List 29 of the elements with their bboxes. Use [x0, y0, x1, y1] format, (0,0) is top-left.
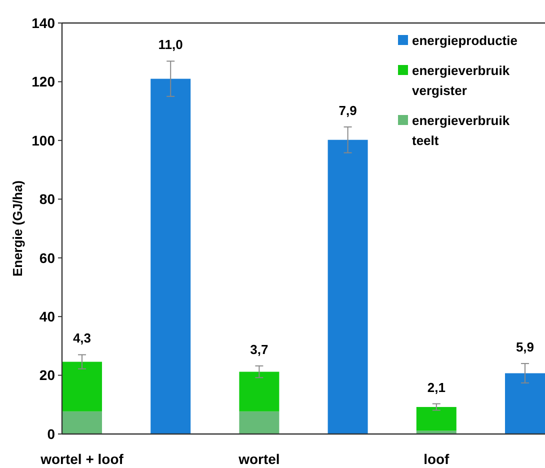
x-tick-label: loof: [424, 451, 450, 467]
bar: [505, 373, 545, 434]
legend-label: energieverbruik teelt: [412, 113, 510, 148]
bar: [416, 406, 456, 431]
legend-label: energieproductie: [412, 33, 518, 48]
y-tick-label: 80: [39, 191, 56, 208]
annotation: 4,3: [72, 330, 92, 346]
annotation: 3,7: [250, 342, 268, 357]
annotation: 7,9: [338, 102, 357, 118]
bar: [150, 78, 191, 434]
bar: [62, 411, 102, 434]
y-axis-title: Energie (GJ/ha): [10, 180, 25, 277]
bar: [239, 411, 280, 434]
annotation: 11,0: [158, 37, 183, 52]
bar: [328, 140, 368, 434]
legend-label: energieverbruik vergister: [412, 63, 510, 98]
annotation: 2,1: [427, 380, 446, 395]
annotation: 5,9: [516, 340, 534, 355]
y-tick-label: 120: [32, 74, 56, 90]
y-tick-label: 20: [39, 367, 56, 384]
bar: [239, 372, 280, 412]
y-tick-label: 0: [47, 426, 56, 442]
y-tick-label: 40: [39, 308, 56, 324]
x-tick-label: wortel: [238, 451, 280, 467]
y-tick-label: 60: [39, 250, 56, 266]
y-tick-label: 100: [32, 132, 56, 148]
y-tick-label: 140: [32, 14, 56, 31]
bar: [62, 362, 102, 412]
x-tick-label: wortel + loof: [40, 451, 124, 467]
